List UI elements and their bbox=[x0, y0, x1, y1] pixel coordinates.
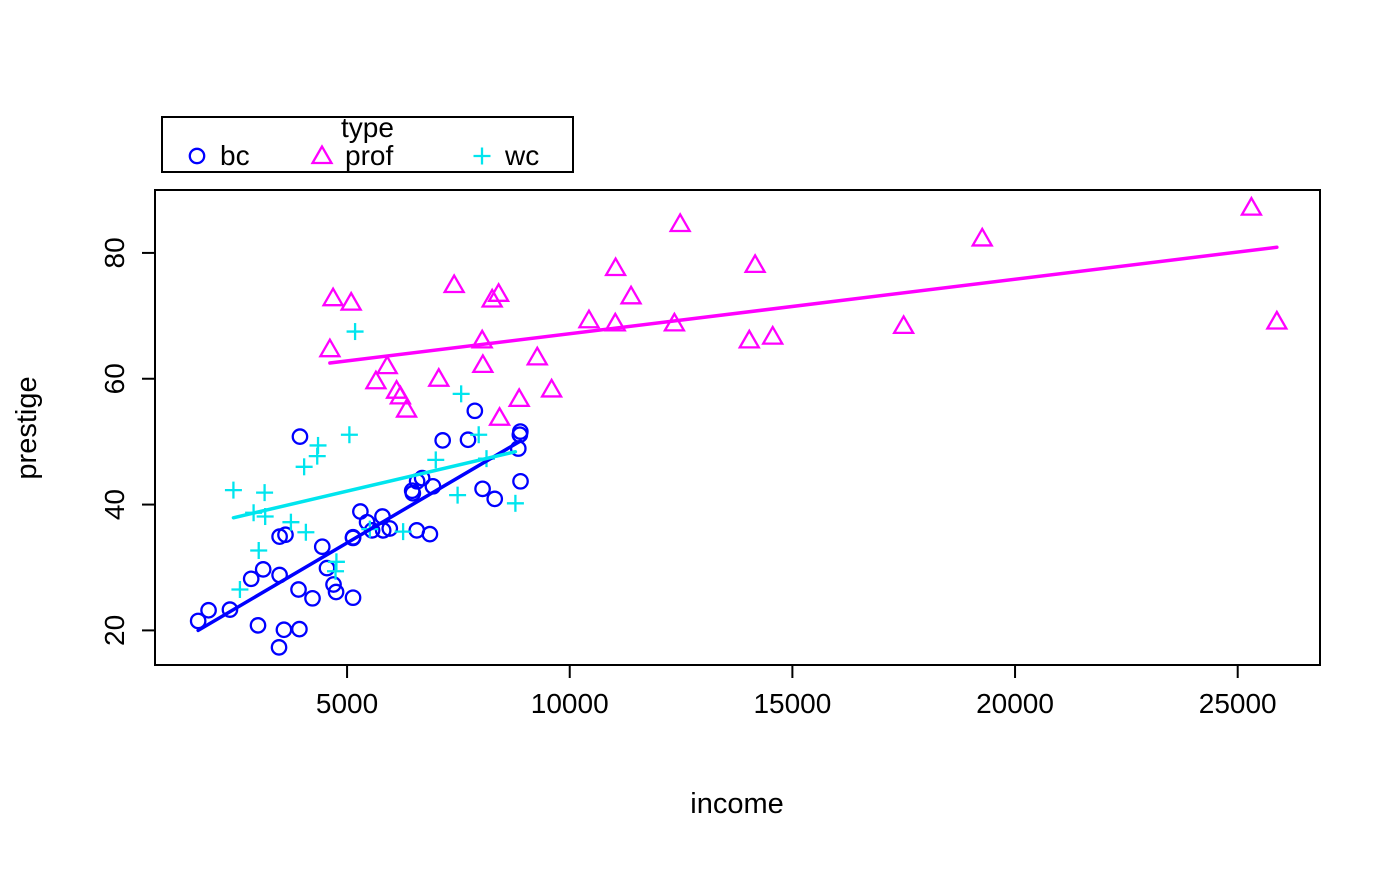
triangle-marker bbox=[540, 377, 564, 398]
y-tick-label: 80 bbox=[99, 237, 130, 268]
circle-marker bbox=[270, 639, 288, 656]
triangle-marker bbox=[339, 290, 363, 311]
circle-marker bbox=[459, 431, 477, 449]
legend-label-prof: prof bbox=[345, 140, 393, 171]
triangle-marker bbox=[1239, 195, 1263, 216]
circle-marker bbox=[291, 620, 308, 638]
circle-marker bbox=[242, 570, 260, 588]
y-tick-label: 60 bbox=[99, 363, 130, 394]
triangle-marker bbox=[761, 324, 785, 345]
x-tick-label: 15000 bbox=[753, 688, 831, 719]
circle-marker bbox=[381, 520, 399, 537]
triangle-marker bbox=[743, 253, 767, 274]
prof-regression-line bbox=[328, 245, 1279, 365]
triangle-marker bbox=[442, 273, 466, 294]
circle-marker bbox=[200, 601, 217, 619]
circle-marker bbox=[352, 503, 369, 520]
triangle-marker bbox=[488, 405, 512, 426]
legend-label-wc: wc bbox=[504, 140, 539, 171]
circle-marker bbox=[486, 490, 504, 508]
circle-marker bbox=[466, 402, 484, 420]
circle-marker bbox=[327, 583, 345, 601]
circle-marker bbox=[344, 528, 362, 546]
circle-marker bbox=[313, 538, 331, 556]
y-tick-label: 20 bbox=[99, 615, 130, 646]
triangle-marker bbox=[395, 397, 419, 418]
triangle-marker bbox=[364, 369, 388, 390]
triangle-marker bbox=[507, 387, 531, 408]
triangle-marker bbox=[1265, 309, 1289, 330]
triangle-marker bbox=[388, 384, 412, 405]
circle-marker bbox=[249, 617, 267, 634]
circle-marker bbox=[291, 428, 309, 445]
y-axis-title: prestige bbox=[11, 376, 43, 479]
bc-regression-line bbox=[196, 439, 523, 633]
triangle-marker bbox=[318, 337, 342, 358]
series-bc bbox=[189, 402, 529, 656]
circle-marker bbox=[221, 601, 239, 618]
circle-marker bbox=[474, 480, 491, 498]
triangle-marker bbox=[619, 284, 643, 305]
x-tick-label: 5000 bbox=[316, 688, 378, 719]
circle-marker bbox=[318, 559, 336, 577]
triangle-marker bbox=[892, 314, 916, 335]
x-axis-title: income bbox=[690, 788, 784, 820]
x-tick-label: 25000 bbox=[1199, 688, 1277, 719]
circle-marker bbox=[344, 589, 362, 607]
circle-marker bbox=[408, 522, 426, 539]
circle-marker bbox=[275, 621, 293, 639]
triangle-marker bbox=[525, 345, 549, 366]
circle-marker bbox=[277, 526, 294, 544]
circle-marker bbox=[290, 581, 307, 598]
legend: type bc prof wc bbox=[161, 112, 574, 173]
triangle-marker bbox=[970, 226, 994, 247]
x-tick-label: 20000 bbox=[976, 688, 1054, 719]
triangle-marker bbox=[375, 354, 399, 375]
wc-regression-line bbox=[231, 449, 518, 520]
circle-marker bbox=[254, 561, 272, 578]
circle-marker bbox=[512, 472, 529, 490]
triangle-marker bbox=[321, 286, 345, 307]
y-tick-label: 40 bbox=[99, 489, 130, 520]
plot-layer: 5000 10000 15000 20000 25000 20 40 60 80 type bc pr… bbox=[99, 112, 1321, 719]
circle-marker bbox=[403, 482, 421, 500]
circle-marker bbox=[188, 147, 206, 165]
circle-marker bbox=[304, 589, 321, 607]
legend-box bbox=[161, 116, 574, 173]
triangle-marker bbox=[427, 366, 451, 387]
triangle-marker bbox=[604, 256, 628, 277]
x-tick-label: 10000 bbox=[531, 688, 609, 719]
legend-label-bc: bc bbox=[220, 140, 250, 171]
triangle-marker bbox=[470, 328, 494, 349]
circle-marker bbox=[189, 612, 207, 630]
triangle-marker bbox=[737, 328, 761, 349]
circle-marker bbox=[434, 432, 452, 449]
circle-marker bbox=[325, 576, 342, 593]
triangle-marker bbox=[603, 311, 627, 332]
triangle-marker bbox=[668, 212, 692, 233]
plot-box bbox=[154, 189, 1321, 666]
triangle-marker bbox=[577, 308, 601, 329]
legend-title: type bbox=[341, 112, 394, 143]
series-prof bbox=[318, 195, 1289, 426]
circle-marker bbox=[363, 522, 381, 539]
triangle-marker bbox=[471, 353, 495, 374]
triangle-marker bbox=[480, 287, 504, 308]
triangle-marker bbox=[310, 144, 334, 165]
